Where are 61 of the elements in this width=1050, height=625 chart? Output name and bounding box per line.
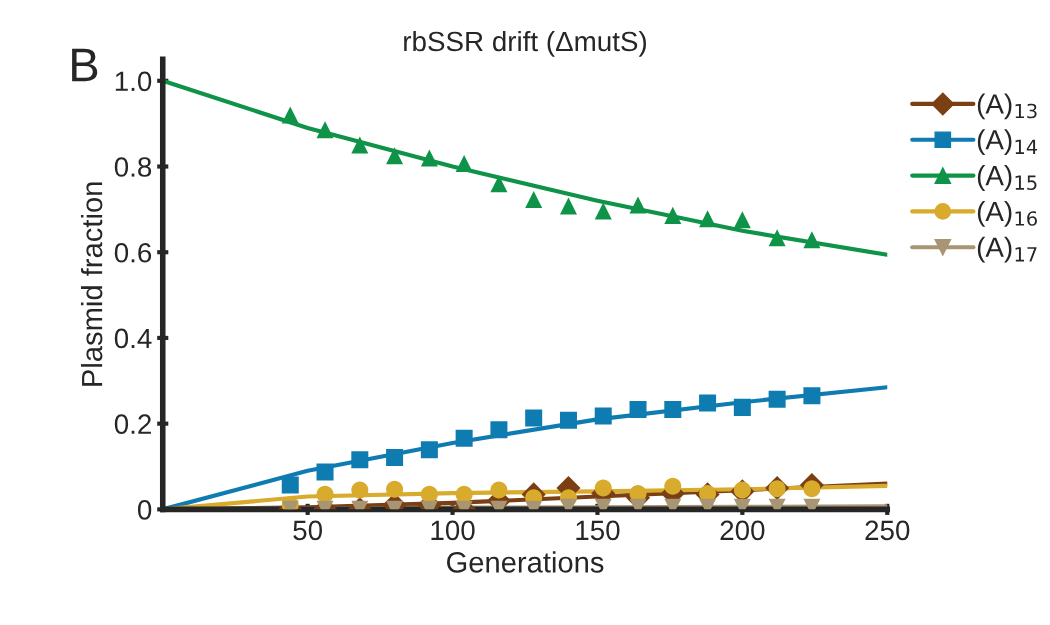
point xyxy=(768,390,786,408)
point xyxy=(281,106,299,124)
legend-label: (A)$_{17}$ xyxy=(977,236,1037,263)
point xyxy=(351,451,369,469)
point xyxy=(455,429,473,447)
point xyxy=(490,481,508,499)
point xyxy=(803,387,821,405)
point xyxy=(525,409,543,427)
point xyxy=(351,481,369,499)
point xyxy=(386,147,404,165)
point xyxy=(420,485,438,503)
chart-title: rbSSR drift (ΔmutS) xyxy=(404,30,646,57)
y-tick-label: 1.0 xyxy=(115,71,152,92)
legend-label: (A)$_{15}$ xyxy=(977,165,1037,191)
point xyxy=(455,155,473,173)
y-tick-label: 0.2 xyxy=(114,414,151,434)
point xyxy=(803,480,821,498)
x-tick-label: 200 xyxy=(720,520,765,541)
point xyxy=(664,206,682,224)
point xyxy=(664,477,682,495)
point xyxy=(386,480,404,498)
point xyxy=(525,191,543,209)
point xyxy=(490,421,508,439)
point xyxy=(664,401,682,419)
legend-label: (A)$_{13}$ xyxy=(977,93,1037,120)
point xyxy=(559,197,577,215)
x-tick-label: 100 xyxy=(431,520,475,541)
point xyxy=(455,485,473,503)
point xyxy=(559,411,577,429)
point xyxy=(733,398,751,416)
point xyxy=(386,449,404,467)
x-tick-label: 50 xyxy=(293,520,323,541)
y-tick-label: 0.4 xyxy=(114,328,152,349)
point xyxy=(699,394,717,412)
x-tick-label: 250 xyxy=(865,520,910,541)
point xyxy=(629,401,647,419)
point xyxy=(594,479,612,497)
point xyxy=(490,175,508,193)
point xyxy=(281,476,299,494)
y-tick-label: 0.6 xyxy=(114,242,152,263)
point xyxy=(316,121,334,139)
point xyxy=(733,211,751,229)
legend-label: (A)$_{14}$ xyxy=(977,129,1038,156)
point xyxy=(594,407,612,425)
y-tick-label: 0 xyxy=(137,500,152,520)
point xyxy=(594,202,612,220)
legend-label: (A)$_{16}$ xyxy=(977,200,1037,227)
y-axis-title: Plasmid fraction xyxy=(80,182,103,386)
point xyxy=(699,210,717,228)
point xyxy=(316,463,334,481)
text: B xyxy=(72,48,98,82)
point xyxy=(420,441,438,459)
x-axis-title: Generations xyxy=(447,551,604,573)
x-tick-label: 150 xyxy=(576,520,620,541)
point xyxy=(803,231,821,249)
y-tick-label: 0.8 xyxy=(114,157,152,177)
point xyxy=(768,229,786,247)
point xyxy=(629,196,647,214)
point xyxy=(351,136,369,154)
point xyxy=(316,485,334,503)
point xyxy=(420,149,438,167)
